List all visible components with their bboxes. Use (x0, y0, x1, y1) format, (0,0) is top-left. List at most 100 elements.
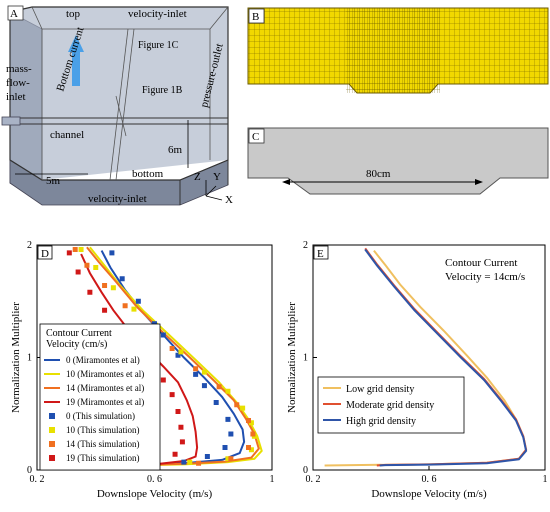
label-channel: channel (50, 129, 84, 141)
data-marker (102, 283, 108, 288)
panel-letter: D (41, 248, 49, 260)
data-marker (225, 416, 231, 422)
data-marker (78, 247, 84, 252)
data-marker (110, 285, 116, 291)
data-marker (225, 456, 231, 462)
panel-letter-box (313, 245, 329, 260)
axis-x-line (205, 195, 223, 201)
legend-entry: 0 (This simulation) (66, 411, 135, 421)
label-six-m: 6m (168, 144, 183, 156)
legend-title: Velocity (cm/s) (46, 339, 107, 350)
eighty-cm-label: 80cm (366, 168, 391, 180)
figure-1b-line (115, 95, 127, 137)
panel-a-letter: A (10, 8, 18, 20)
data-marker (240, 405, 246, 411)
legend-box (317, 376, 465, 434)
x-tick-label: 0. 2 (30, 474, 45, 485)
x-tick-label: 0. 6 (422, 474, 437, 485)
data-marker (178, 424, 184, 430)
panel-letter-box (37, 245, 53, 260)
panel-b-letter-box (248, 8, 265, 24)
mesh-fine-region (346, 8, 440, 93)
label-velocity-inlet-top: velocity-inlet (128, 8, 187, 20)
data-marker (135, 298, 141, 304)
legend-entry: 19 (Miramontes et al) (66, 397, 144, 407)
label-figure-1b: Figure 1B (142, 85, 183, 96)
data-marker (216, 384, 222, 390)
legend-entry: 14 (Miramontes et al) (66, 383, 144, 393)
data-marker (196, 460, 202, 466)
data-marker (169, 392, 175, 398)
annotation: Contour Current (445, 257, 517, 269)
x-tick-label: 1 (270, 474, 275, 485)
panel-b: B (247, 7, 549, 94)
box-inner-edge-1 (31, 6, 43, 30)
data-marker (131, 306, 137, 312)
panel-a: A top velocity-inlet Bottom current Figu… (1, 5, 233, 206)
data-marker (75, 269, 81, 275)
data-marker (175, 352, 181, 358)
x-axis-label: Downslope Velocity (m/s) (97, 488, 213, 500)
eighty-cm-arrow-left (282, 179, 290, 185)
data-marker (225, 388, 231, 394)
y-tick-label: 0 (303, 465, 308, 476)
panel-b-letter: B (252, 11, 259, 23)
legend-entry: 10 (This simulation) (66, 425, 140, 435)
data-marker (213, 400, 219, 405)
legend-marker (49, 441, 55, 447)
channel-profile (247, 127, 549, 195)
data-marker (228, 456, 234, 462)
legend-title: Contour Current (46, 328, 112, 339)
data-marker (204, 454, 210, 459)
data-marker (248, 420, 254, 426)
data-marker (179, 439, 185, 445)
data-marker (201, 369, 207, 375)
data-marker (250, 431, 256, 437)
mass-flow-inlet-pipe (1, 116, 21, 126)
y-tick-label: 2 (27, 240, 32, 251)
box-top-outline (9, 6, 229, 181)
legend-marker (49, 427, 55, 433)
legend-entry: High grid density (346, 416, 416, 427)
data-marker (84, 262, 90, 268)
data-marker (222, 445, 228, 450)
label-mass-flow-inlet-3: inlet (6, 91, 26, 103)
axis-y-line (205, 185, 217, 197)
panel-c-letter-box (248, 128, 265, 144)
y-tick-label: 2 (303, 240, 308, 251)
y-tick-label: 1 (27, 353, 32, 364)
y-axis-label: Normalization Multiplier (286, 302, 298, 413)
legend-entry: 19 (This simulation) (66, 453, 140, 463)
legend-entry: 14 (This simulation) (66, 439, 140, 449)
label-axis-x: X (225, 194, 233, 206)
x-tick-label: 1 (543, 474, 548, 485)
figure-1c-line-2 (115, 28, 135, 181)
data-marker (160, 332, 166, 338)
panel-c: 80cm C (247, 127, 549, 195)
y-tick-label: 1 (303, 353, 308, 364)
series-line (364, 248, 528, 467)
legend-entry: Moderate grid density (346, 400, 434, 411)
box-inner-edge-3 (209, 6, 229, 30)
data-marker (228, 431, 234, 437)
data-marker (109, 250, 115, 256)
data-marker (201, 383, 207, 389)
y-tick-label: 0 (27, 465, 32, 476)
legend-marker (49, 455, 55, 461)
bottom-current-arrow (68, 35, 84, 86)
legend-marker (49, 413, 55, 419)
series-line (66, 253, 199, 468)
box-top-face-main (10, 7, 228, 180)
data-marker (102, 307, 108, 313)
data-marker (160, 377, 166, 383)
data-marker (87, 289, 93, 295)
data-marker (175, 409, 181, 414)
x-axis-label: Downslope Velocity (m/s) (371, 488, 487, 500)
data-marker (178, 349, 184, 355)
panel-letter: E (317, 248, 324, 260)
y-axis-label: Normalization Multiplier (10, 302, 22, 413)
legend-box (39, 323, 161, 471)
x-tick-label: 0. 6 (147, 474, 162, 485)
data-marker (193, 371, 199, 377)
